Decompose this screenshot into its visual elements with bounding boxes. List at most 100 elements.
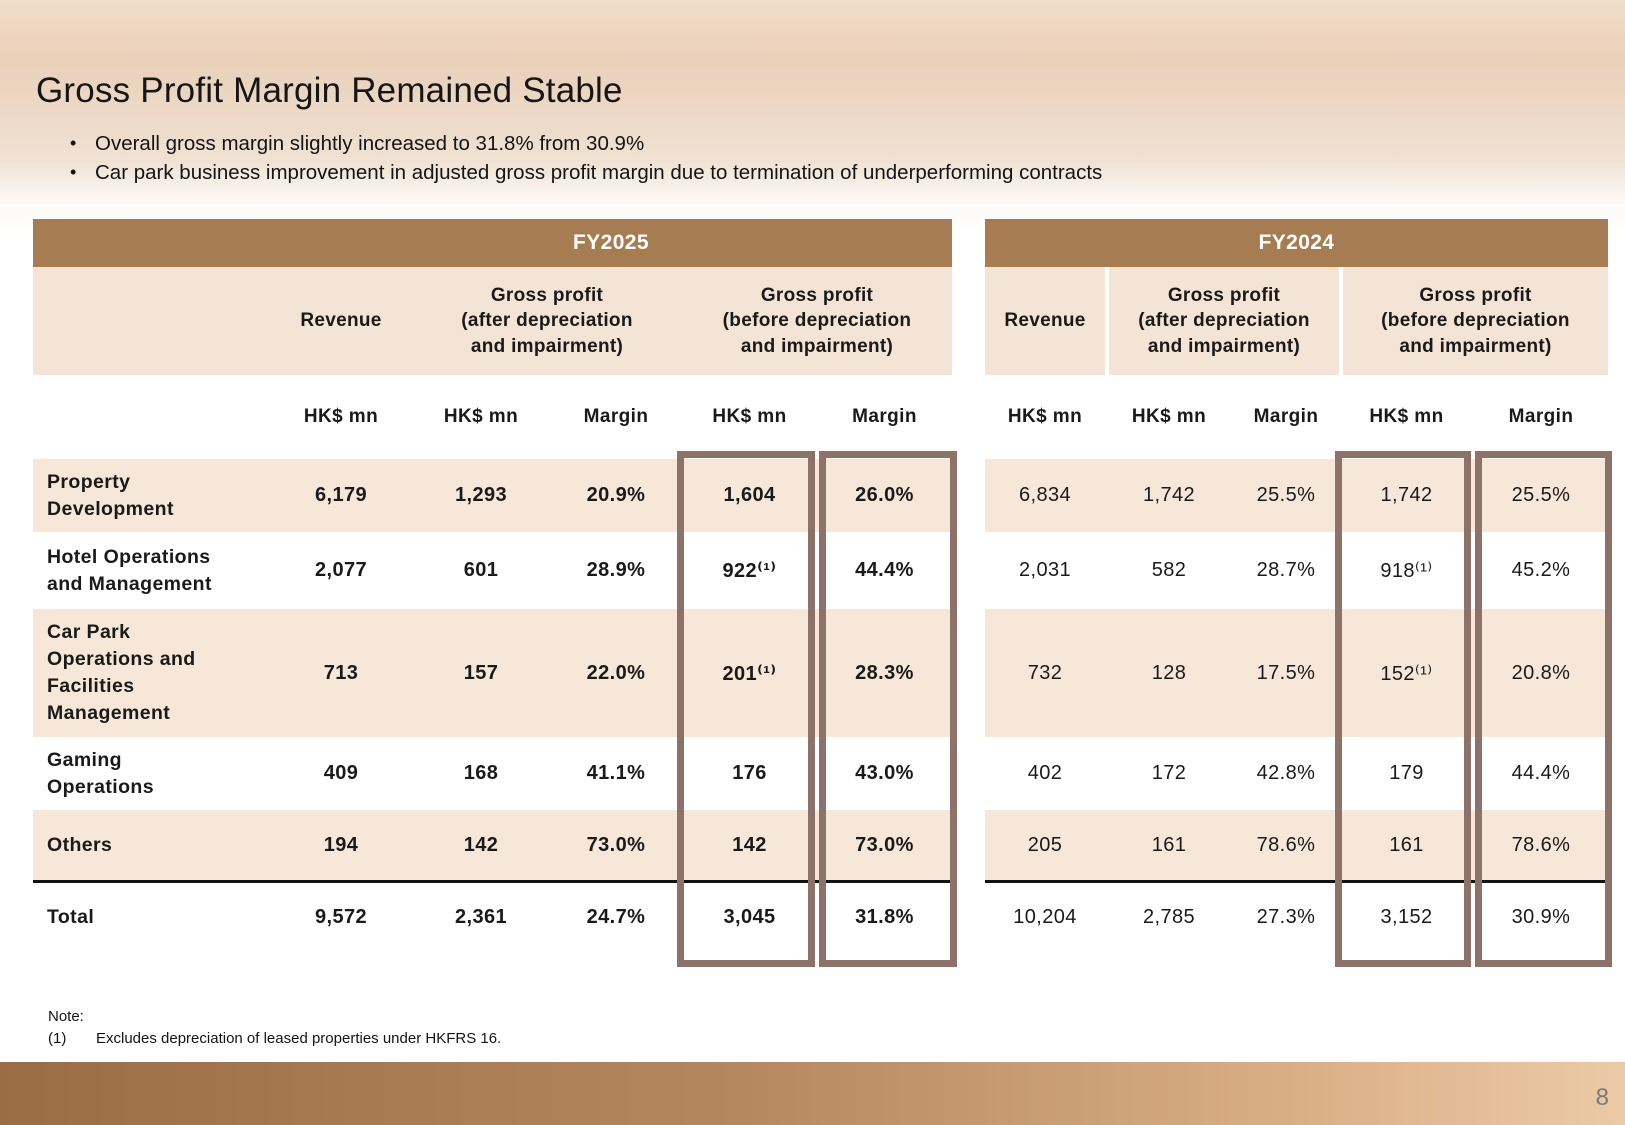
table-row: 205 161 78.6% 161 78.6% bbox=[985, 810, 1608, 880]
data-cell: 128 bbox=[1105, 609, 1233, 737]
footnote-heading: Note: bbox=[48, 1008, 84, 1025]
data-cell: 1,742 bbox=[1105, 459, 1233, 532]
data-cell: 28.7% bbox=[1233, 532, 1339, 609]
total-cell: 10,204 bbox=[985, 883, 1105, 951]
footer-bar: 8 bbox=[0, 1062, 1625, 1125]
total-cell: 27.3% bbox=[1233, 883, 1339, 951]
data-cell: 25.5% bbox=[1474, 459, 1608, 532]
data-cell: 194 bbox=[270, 810, 412, 880]
unit-header: Margin bbox=[1253, 406, 1319, 427]
total-row: 10,204 2,785 27.3% 3,152 30.9% bbox=[985, 883, 1608, 951]
unit-row: HK$ mn HK$ mn Margin HK$ mn Margin bbox=[985, 375, 1608, 459]
total-cell: 2,785 bbox=[1105, 883, 1233, 951]
bullet-item: Car park business improvement in adjuste… bbox=[68, 158, 1102, 187]
table-row: 402 172 42.8% 179 44.4% bbox=[985, 737, 1608, 810]
year-header: FY2024 bbox=[985, 219, 1608, 267]
total-cell: 30.9% bbox=[1474, 883, 1608, 951]
bullet-item: Overall gross margin slightly increased … bbox=[68, 129, 1102, 158]
unit-row: HK$ mn HK$ mn Margin HK$ mn Margin bbox=[33, 375, 952, 459]
table-row: Property Development 6,179 1,293 20.9% 1,604… bbox=[33, 459, 952, 532]
data-cell: 42.8% bbox=[1233, 737, 1339, 810]
column-group-header: Gross profit (after depreciation and imp… bbox=[412, 267, 682, 375]
data-cell: 922⁽¹⁾ bbox=[682, 532, 817, 609]
footnote: Note: (1) Excludes depreciation of lease… bbox=[48, 1008, 501, 1047]
data-cell: 78.6% bbox=[1474, 810, 1608, 880]
column-group-header: Gross profit (before depreciation and im… bbox=[682, 267, 952, 375]
bullet-list: Overall gross margin slightly increased … bbox=[68, 129, 1102, 187]
data-cell: 26.0% bbox=[817, 459, 952, 532]
table-row: Car Park Operations and Facilities Manag… bbox=[33, 609, 952, 737]
page-title: Gross Profit Margin Remained Stable bbox=[36, 71, 623, 111]
data-cell: 168 bbox=[412, 737, 550, 810]
data-cell: 402 bbox=[985, 737, 1105, 810]
data-cell: 20.9% bbox=[550, 459, 682, 532]
data-cell: 201⁽¹⁾ bbox=[682, 609, 817, 737]
total-divider bbox=[985, 880, 1608, 883]
data-cell: 2,077 bbox=[270, 532, 412, 609]
unit-header: Margin bbox=[852, 406, 917, 427]
total-cell: 3,152 bbox=[1339, 883, 1474, 951]
table-fy2025: FY2025 Revenue Gross profit (after depreci… bbox=[33, 219, 952, 951]
table-row: 2,031 582 28.7% 918⁽¹⁾ 45.2% bbox=[985, 532, 1608, 609]
data-cell: 1,742 bbox=[1339, 459, 1474, 532]
data-cell: 918⁽¹⁾ bbox=[1339, 532, 1474, 609]
table-row: Gaming Operations 409 168 41.1% 176 43.0% bbox=[33, 737, 952, 810]
data-cell: 1,293 bbox=[412, 459, 550, 532]
data-cell: 161 bbox=[1105, 810, 1233, 880]
data-cell: 28.3% bbox=[817, 609, 952, 737]
unit-header: HK$ mn bbox=[1007, 406, 1083, 427]
column-group-header: Gross profit (after depreciation and imp… bbox=[1105, 267, 1339, 375]
page-number: 8 bbox=[1595, 1084, 1609, 1111]
year-header: FY2025 bbox=[33, 219, 952, 267]
row-label: Hotel Operations and Management bbox=[33, 532, 270, 609]
unit-spacer bbox=[33, 375, 270, 459]
data-cell: 73.0% bbox=[817, 810, 952, 880]
unit-header: HK$ mn bbox=[303, 406, 379, 427]
total-cell: 2,361 bbox=[412, 883, 550, 951]
data-cell: 78.6% bbox=[1233, 810, 1339, 880]
column-group-header: Revenue bbox=[270, 267, 412, 375]
unit-header: Margin bbox=[1508, 406, 1574, 427]
data-cell: 205 bbox=[985, 810, 1105, 880]
data-cell: 25.5% bbox=[1233, 459, 1339, 532]
data-cell: 176 bbox=[682, 737, 817, 810]
unit-header: HK$ mn bbox=[1369, 406, 1444, 427]
data-cell: 172 bbox=[1105, 737, 1233, 810]
data-cell: 713 bbox=[270, 609, 412, 737]
total-cell: 24.7% bbox=[550, 883, 682, 951]
header-spacer bbox=[33, 267, 270, 375]
footnote-text: Excludes depreciation of leased properti… bbox=[96, 1030, 502, 1047]
total-label: Total bbox=[33, 883, 270, 951]
total-divider bbox=[33, 880, 952, 883]
data-cell: 582 bbox=[1105, 532, 1233, 609]
total-row: Total 9,572 2,361 24.7% 3,045 31.8% bbox=[33, 883, 952, 951]
total-cell: 31.8% bbox=[817, 883, 952, 951]
data-cell: 601 bbox=[412, 532, 550, 609]
unit-header: Margin bbox=[583, 406, 649, 427]
data-cell: 2,031 bbox=[985, 532, 1105, 609]
data-cell: 179 bbox=[1339, 737, 1474, 810]
table-row: 6,834 1,742 25.5% 1,742 25.5% bbox=[985, 459, 1608, 532]
data-cell: 409 bbox=[270, 737, 412, 810]
data-cell: 157 bbox=[412, 609, 550, 737]
data-cell: 6,834 bbox=[985, 459, 1105, 532]
column-group-header: Revenue bbox=[985, 267, 1105, 375]
data-cell: 20.8% bbox=[1474, 609, 1608, 737]
data-cell: 22.0% bbox=[550, 609, 682, 737]
data-cell: 45.2% bbox=[1474, 532, 1608, 609]
data-cell: 73.0% bbox=[550, 810, 682, 880]
total-cell: 3,045 bbox=[682, 883, 817, 951]
data-cell: 28.9% bbox=[550, 532, 682, 609]
data-cell: 6,179 bbox=[270, 459, 412, 532]
row-label: Property Development bbox=[33, 459, 270, 532]
total-cell: 9,572 bbox=[270, 883, 412, 951]
table-row: 732 128 17.5% 152⁽¹⁾ 20.8% bbox=[985, 609, 1608, 737]
table-fy2024: FY2024 Revenue Gross profit (after depreci… bbox=[985, 219, 1608, 951]
data-cell: 732 bbox=[985, 609, 1105, 737]
row-label: Others bbox=[33, 810, 270, 880]
data-cell: 17.5% bbox=[1233, 609, 1339, 737]
data-cell: 152⁽¹⁾ bbox=[1339, 609, 1474, 737]
unit-header: HK$ mn bbox=[443, 406, 519, 427]
data-cell: 161 bbox=[1339, 810, 1474, 880]
